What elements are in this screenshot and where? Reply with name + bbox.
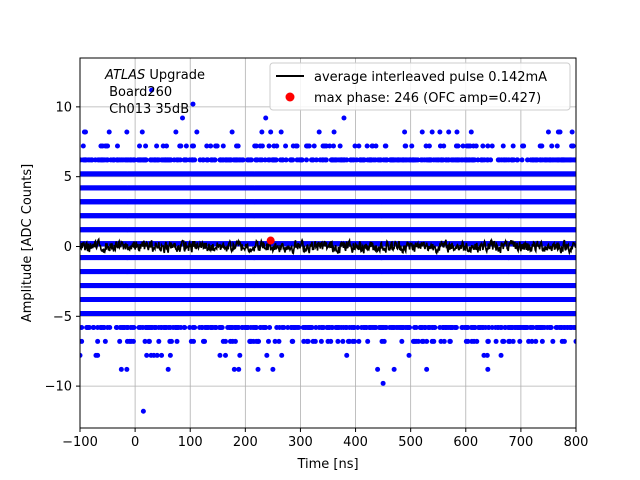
sample-points [80,87,576,414]
